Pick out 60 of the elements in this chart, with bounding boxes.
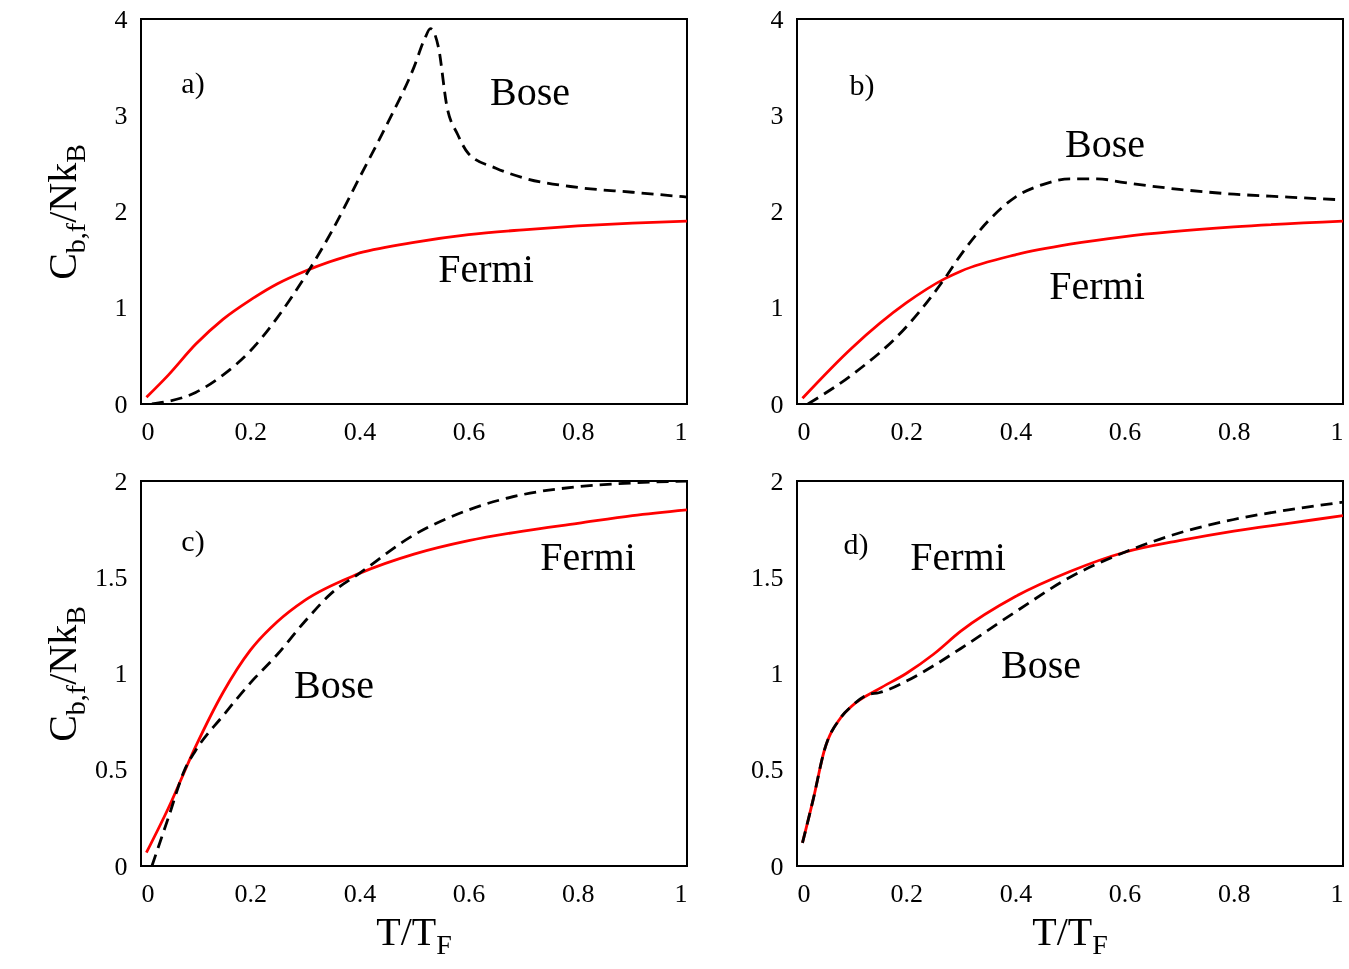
x-tick-label: 1	[674, 878, 688, 908]
y-tick-label: 0.5	[95, 755, 128, 785]
y-tick-label: 0.5	[751, 755, 784, 785]
annotation: a)	[181, 66, 205, 100]
x-tick-label: 0.8	[562, 878, 595, 908]
x-tick-label: 0	[797, 416, 811, 446]
x-tick-label: 0.2	[890, 416, 923, 446]
y-tick-label: 0	[770, 389, 784, 419]
series-label: Bose	[294, 662, 374, 707]
y-tick-label: 1.5	[751, 562, 784, 592]
x-tick-label: 0.6	[452, 416, 486, 446]
y-tick-label: 3	[770, 100, 784, 130]
x-tick-label: 0	[141, 416, 155, 446]
y-tick-label: 2	[770, 466, 784, 496]
x-tick-label: 0.6	[452, 878, 486, 908]
y-tick-label: 0	[770, 851, 784, 881]
series-label: Bose	[1065, 121, 1145, 166]
x-tick-label: 0.2	[890, 878, 923, 908]
x-tick-label: 0.8	[562, 416, 595, 446]
x-tick-label: 1	[1330, 416, 1344, 446]
x-tick-label: 0	[797, 878, 811, 908]
series-label: Bose	[1001, 642, 1081, 687]
x-axis-title: T/T$_{F}$	[1032, 908, 1108, 961]
y-tick-label: 2	[114, 466, 128, 496]
x-tick-label: 0.4	[999, 416, 1033, 446]
y-tick-label: 1	[114, 659, 128, 688]
annotation: b)	[849, 68, 875, 102]
y-tick-label: 1	[114, 293, 128, 323]
x-tick-label: 0.2	[234, 878, 267, 908]
x-tick-label: 0.6	[1108, 416, 1142, 446]
annotation: c)	[181, 524, 205, 558]
annotation: d)	[843, 527, 869, 561]
series-label: Fermi	[1049, 263, 1145, 308]
y-tick-label: 2	[770, 197, 784, 226]
x-tick-label: 0	[141, 878, 155, 908]
line-series	[145, 219, 687, 399]
y-tick-label: 0	[114, 389, 128, 419]
y-tick-label: 4	[770, 4, 784, 34]
x-tick-label: 1	[1330, 878, 1344, 908]
series-label: Fermi	[910, 534, 1006, 579]
x-tick-label: 0.4	[999, 878, 1033, 908]
x-tick-label: 0.4	[343, 416, 377, 446]
x-tick-label: 0.8	[1218, 416, 1251, 446]
line-series	[801, 219, 1343, 400]
x-tick-label: 0.2	[234, 416, 267, 446]
x-tick-label: 0.4	[343, 878, 377, 908]
y-tick-label: 4	[114, 4, 128, 34]
y-tick-label: 1.5	[95, 562, 128, 592]
x-tick-label: 0.6	[1108, 878, 1142, 908]
series-label: Fermi	[438, 246, 534, 291]
y-tick-label: 0	[114, 851, 128, 881]
x-tick-label: 0.8	[1218, 878, 1251, 908]
y-tick-label: 2	[114, 197, 128, 226]
y-tick-label: 1	[770, 659, 784, 688]
y-tick-label: 3	[114, 100, 128, 130]
series-label: Bose	[490, 69, 570, 114]
series-label: Fermi	[540, 534, 636, 579]
x-tick-label: 1	[674, 416, 688, 446]
x-axis-title: T/T$_{F}$	[376, 908, 452, 961]
y-tick-label: 1	[770, 293, 784, 323]
